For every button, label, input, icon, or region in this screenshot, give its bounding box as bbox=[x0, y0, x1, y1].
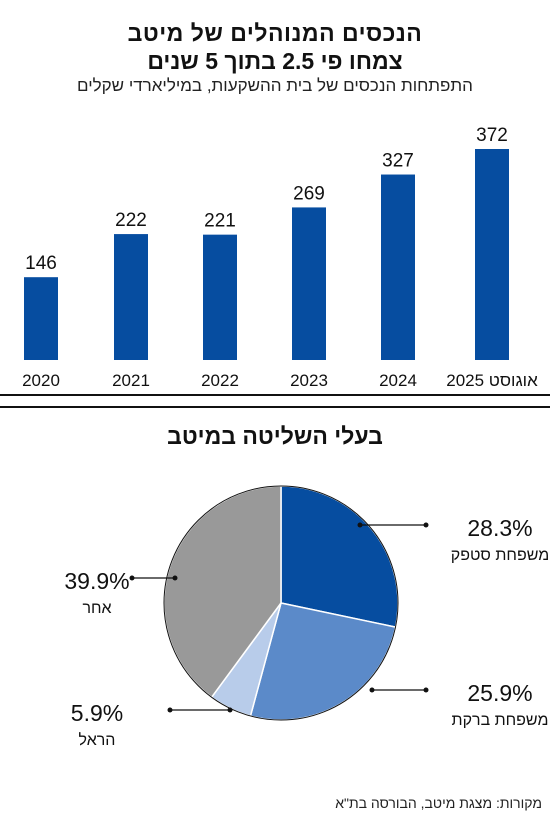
pie-callout-dot bbox=[167, 707, 173, 713]
pie-outline bbox=[163, 485, 399, 721]
bar-category-label: אוגוסט 2025 bbox=[446, 371, 538, 390]
bar-value-label: 221 bbox=[204, 211, 236, 232]
pie-callout-dot bbox=[423, 687, 429, 693]
chart-title-line2: צמחו פי 2.5 בתוך 5 שנים bbox=[147, 48, 403, 74]
pie-slice-label: הראל bbox=[79, 731, 116, 749]
bar-2020 bbox=[24, 277, 58, 360]
bar-category-label: 2022 bbox=[201, 371, 239, 390]
pie-callout-dot bbox=[423, 522, 429, 528]
pie-slice-0 bbox=[280, 485, 399, 628]
bar-category-label: 2020 bbox=[22, 371, 60, 390]
bar-value-label: 146 bbox=[25, 253, 57, 274]
bar-category-label: 2024 bbox=[379, 371, 417, 390]
bar-value-label: 327 bbox=[382, 151, 414, 172]
bar-2021 bbox=[114, 234, 148, 360]
pie-value-label: 28.3% bbox=[467, 515, 532, 541]
pie-slice-2 bbox=[210, 602, 282, 717]
pie-callout-dot bbox=[369, 687, 375, 693]
bar-אוגוסט 2025 bbox=[475, 149, 509, 360]
source-note: מקורות: מצגת מיטב, הבורסה בת"א bbox=[335, 795, 542, 811]
chart-title-line1: הנכסים המנוהלים של מיטב bbox=[127, 20, 423, 46]
pie-callout-dot bbox=[172, 575, 178, 581]
bar-value-label: 372 bbox=[476, 125, 508, 146]
pie-callout-dot bbox=[357, 522, 363, 528]
pie-value-label: 25.9% bbox=[467, 680, 532, 706]
bar-chart-baseline bbox=[0, 394, 550, 396]
bar-value-label: 269 bbox=[293, 183, 325, 204]
bar-category-label: 2021 bbox=[112, 371, 150, 390]
pie-slice-label: משפחת ברקת bbox=[452, 712, 549, 729]
pie-value-label: 39.9% bbox=[64, 568, 129, 594]
pie-slice-label: אחר bbox=[82, 600, 111, 617]
bar-2023 bbox=[292, 207, 326, 360]
section-divider bbox=[0, 406, 550, 408]
bar-2024 bbox=[381, 174, 415, 360]
pie-slice-1 bbox=[249, 602, 397, 721]
pie-value-label: 5.9% bbox=[71, 700, 123, 726]
bar-chart: 146 2020 222 2021 221 2022 269 2023 327 2024 372 או… bbox=[22, 125, 538, 390]
bar-category-label: 2023 bbox=[290, 371, 328, 390]
pie-chart-title: בעלי השליטה במיטב bbox=[167, 423, 383, 449]
pie-slice-3 bbox=[163, 485, 282, 699]
bar-2022 bbox=[203, 234, 237, 360]
chart-subtitle: התפתחות הנכסים של בית ההשקעות, במיליארדי… bbox=[77, 76, 473, 95]
pie-callout-dot bbox=[129, 575, 135, 581]
pie-slice-label: משפחת סטפק bbox=[451, 547, 549, 564]
pie-callout-dot bbox=[227, 707, 233, 713]
bar-value-label: 222 bbox=[115, 210, 147, 231]
